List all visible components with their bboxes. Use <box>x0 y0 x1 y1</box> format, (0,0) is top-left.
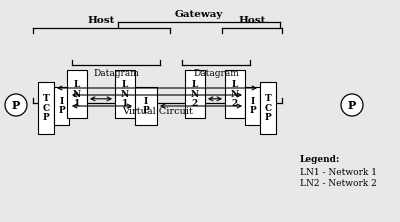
Text: Host: Host <box>238 16 266 25</box>
Text: I
P: I P <box>143 97 149 115</box>
FancyBboxPatch shape <box>67 70 87 118</box>
FancyBboxPatch shape <box>245 87 260 125</box>
FancyBboxPatch shape <box>225 70 245 118</box>
Text: I
P: I P <box>58 97 65 115</box>
Text: Legend:: Legend: <box>300 155 340 164</box>
Circle shape <box>341 94 363 116</box>
Text: LN1 - Network 1: LN1 - Network 1 <box>300 168 377 177</box>
FancyBboxPatch shape <box>54 87 69 125</box>
Text: L
N
2: L N 2 <box>191 80 199 108</box>
Text: Virtual Circuit: Virtual Circuit <box>122 107 193 116</box>
Text: I
P: I P <box>249 97 256 115</box>
Text: L
N
2: L N 2 <box>231 80 239 108</box>
Text: P: P <box>12 99 20 111</box>
Text: LN2 - Network 2: LN2 - Network 2 <box>300 179 377 188</box>
Text: Gateway: Gateway <box>175 10 223 19</box>
Text: Datagram: Datagram <box>93 69 139 78</box>
Text: Host: Host <box>88 16 115 25</box>
FancyBboxPatch shape <box>135 87 157 125</box>
Text: L
N
1: L N 1 <box>121 80 129 108</box>
Text: Datagram: Datagram <box>193 69 239 78</box>
Text: P: P <box>348 99 356 111</box>
Circle shape <box>5 94 27 116</box>
FancyBboxPatch shape <box>115 70 135 118</box>
Text: T
C
P: T C P <box>42 94 50 122</box>
Text: L
N
1: L N 1 <box>73 80 81 108</box>
FancyBboxPatch shape <box>260 82 276 134</box>
FancyBboxPatch shape <box>185 70 205 118</box>
Text: T
C
P: T C P <box>264 94 272 122</box>
FancyBboxPatch shape <box>38 82 54 134</box>
